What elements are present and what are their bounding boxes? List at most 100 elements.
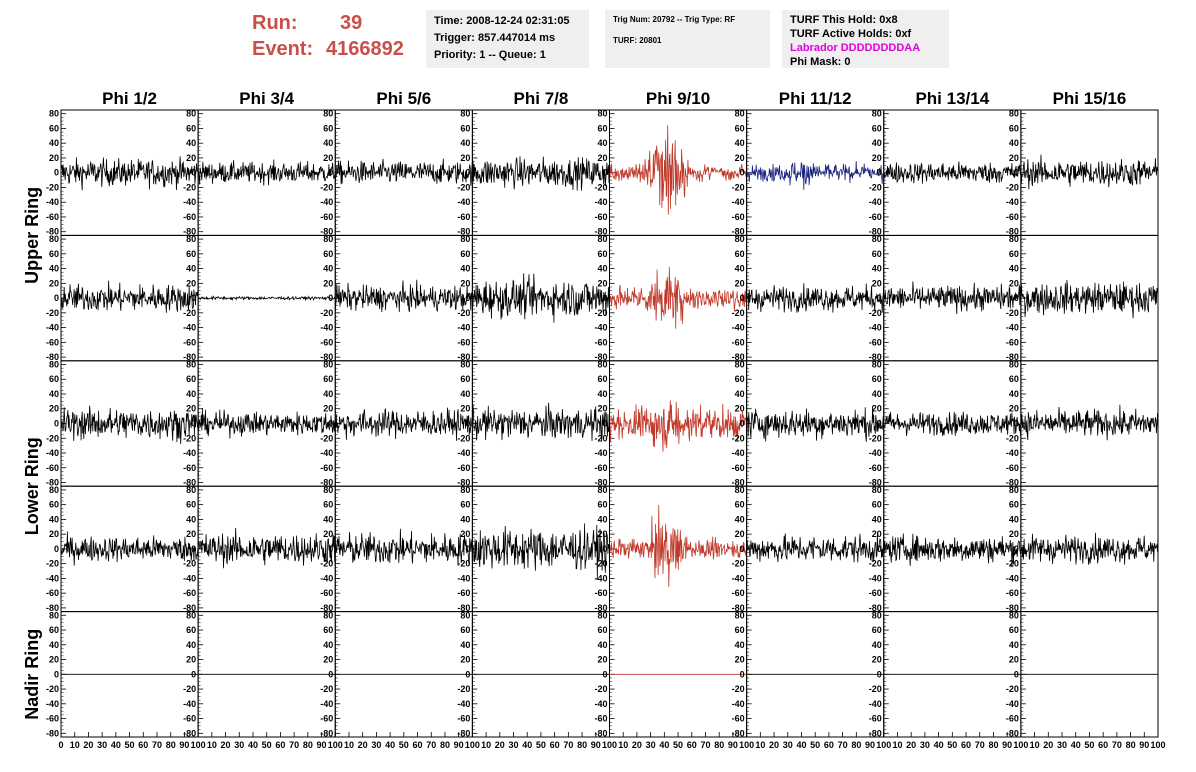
y-tick-label: 80 [1009,359,1019,369]
waveform-r2-c8 [1020,280,1159,319]
y-tick-label: -60 [46,588,59,598]
y-tick-label: -20 [594,684,607,694]
y-tick-label: 80 [323,234,333,244]
y-tick-label: 20 [872,655,882,665]
y-tick-label: 60 [735,123,745,133]
y-tick-label: 80 [735,109,745,119]
y-tick-label: -40 [1006,448,1019,458]
y-tick-label: 60 [1009,625,1019,635]
y-tick-label: -80 [732,603,745,613]
y-tick-label: 40 [460,514,470,524]
y-tick-label: -60 [46,337,59,347]
y-tick-label: 60 [186,249,196,259]
y-tick-label: -20 [869,559,882,569]
x-tick-label: 60 [413,740,423,750]
x-tick-label: 30 [371,740,381,750]
y-tick-label: 20 [323,655,333,665]
y-tick-label: -80 [594,728,607,738]
x-tick-label: 40 [248,740,258,750]
y-tick-label: -60 [594,714,607,724]
y-tick-label: -60 [1006,337,1019,347]
y-tick-label: -20 [1006,433,1019,443]
x-tick-label: 60 [687,740,697,750]
y-tick-label: 80 [872,109,882,119]
y-tick-label: -20 [732,308,745,318]
y-tick-label: 0 [54,669,59,679]
y-tick-label: -40 [183,197,196,207]
y-tick-label: 0 [877,544,882,554]
y-tick-label: -80 [732,728,745,738]
x-tick-label: 10 [755,740,765,750]
x-tick-label: 20 [221,740,231,750]
y-tick-label: -40 [594,573,607,583]
y-tick-label: 20 [49,655,59,665]
y-tick-label: -60 [183,463,196,473]
y-tick-label: 20 [872,404,882,414]
panel-frame [609,109,748,236]
x-tick-label: 60 [824,740,834,750]
x-tick-label: 20 [632,740,642,750]
y-tick-label: -40 [46,699,59,709]
x-tick-label: 80 [166,740,176,750]
y-tick-label: -40 [732,699,745,709]
waveform-r1-c2 [197,159,336,186]
y-tick-label: 80 [460,359,470,369]
waveform-r2-c1 [60,280,199,313]
y-tick-label: 0 [54,544,59,554]
x-tick-label: 10 [892,740,902,750]
y-tick-label: 80 [186,109,196,119]
ring-label-2: Lower Ring [22,437,42,535]
x-tick-label: 40 [1071,740,1081,750]
y-tick-label: 80 [735,234,745,244]
waveform-r2-c7 [883,281,1022,315]
y-tick-label: 80 [735,610,745,620]
y-tick-label: -40 [1006,197,1019,207]
y-tick-label: -40 [732,573,745,583]
y-tick-label: -80 [1006,603,1019,613]
y-tick-label: -80 [732,227,745,237]
priority-text: Priority: 1 -- Queue: 1 [434,49,546,61]
y-tick-label: -80 [457,603,470,613]
y-tick-label: -80 [1006,352,1019,362]
panel-frame [609,234,748,362]
x-tick-label: 90 [728,740,738,750]
y-tick-label: 60 [597,625,607,635]
y-tick-label: -60 [594,337,607,347]
y-tick-label: -60 [46,714,59,724]
y-tick-label: -20 [1006,182,1019,192]
time-info-box: Time: 2008-12-24 02:31:05 Trigger: 857.4… [426,10,589,68]
y-tick-label: 0 [465,293,470,303]
y-tick-label: 40 [872,138,882,148]
x-tick-label: 50 [536,740,546,750]
x-tick-label: 100 [876,740,891,750]
y-tick-label: -40 [1006,699,1019,709]
y-tick-label: 60 [460,625,470,635]
event-value: 4166892 [326,38,404,60]
run-event-panel: Run: 39 Event: 4166892 [252,10,422,66]
waveform-r3-c1 [60,405,199,445]
y-tick-label: -20 [732,182,745,192]
y-tick-label: -20 [457,559,470,569]
y-tick-label: -80 [320,227,333,237]
y-tick-label: 20 [597,278,607,288]
y-tick-label: 0 [1014,669,1019,679]
run-label: Run: [252,12,298,34]
y-tick-label: -60 [1006,463,1019,473]
trigger-info-box: Trig Num: 20792 -- Trig Type: RF TURF: 2… [605,10,770,68]
y-tick-label: 80 [597,359,607,369]
y-tick-label: -40 [869,573,882,583]
y-tick-label: -20 [320,559,333,569]
y-tick-label: 0 [191,168,196,178]
y-tick-label: 60 [323,249,333,259]
x-tick-label: 60 [961,740,971,750]
y-tick-label: -80 [869,603,882,613]
waveform-r1-c4 [472,156,610,191]
waveform-r1-c3 [334,158,473,186]
y-tick-label: 60 [735,249,745,259]
y-tick-label: -60 [732,588,745,598]
x-tick-label: 50 [262,740,272,750]
y-tick-label: 20 [460,278,470,288]
x-tick-label: 80 [440,740,450,750]
y-tick-label: -60 [320,212,333,222]
x-tick-label: 30 [1057,740,1067,750]
